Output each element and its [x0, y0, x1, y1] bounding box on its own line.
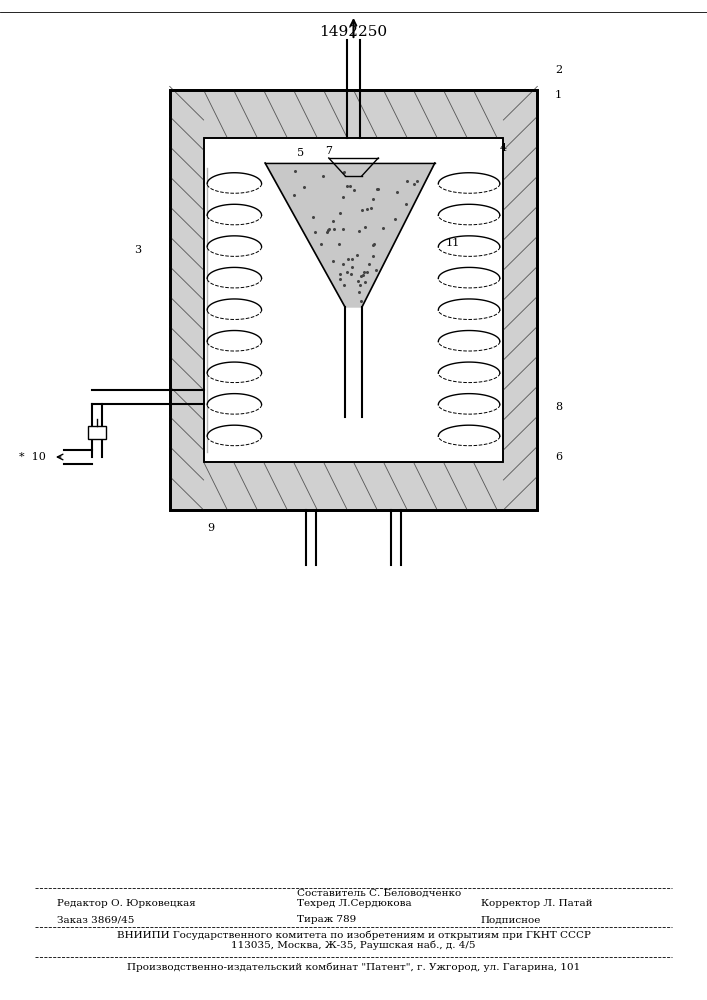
Text: *  10: * 10: [19, 452, 46, 462]
Bar: [170, 90, 537, 510]
Text: Подписное: Подписное: [481, 916, 541, 924]
Text: Составитель С. Беловодченко: Составитель С. Беловодченко: [297, 888, 461, 898]
Text: 1: 1: [555, 90, 562, 100]
Text: Техред Л.Сердюкова: Техред Л.Сердюкова: [297, 900, 411, 908]
Bar: [170, 90, 537, 510]
Bar: [204, 138, 503, 462]
Text: 11: 11: [445, 238, 460, 248]
Text: Тираж 789: Тираж 789: [297, 916, 356, 924]
Text: Заказ 3869/45: Заказ 3869/45: [57, 916, 134, 924]
Bar: [88, 426, 106, 438]
Text: 6: 6: [555, 452, 562, 462]
Text: 8: 8: [555, 402, 562, 412]
Text: Редактор О. Юрковецкая: Редактор О. Юрковецкая: [57, 900, 195, 908]
Text: 9: 9: [207, 523, 214, 533]
Text: 4: 4: [500, 143, 507, 153]
Text: 2: 2: [555, 65, 562, 75]
Text: 113035, Москва, Ж-35, Раушская наб., д. 4/5: 113035, Москва, Ж-35, Раушская наб., д. …: [231, 940, 476, 950]
Bar: [204, 138, 503, 462]
Polygon shape: [265, 163, 435, 307]
Text: 5: 5: [297, 148, 304, 158]
Text: 1492250: 1492250: [320, 25, 387, 39]
Text: ВНИИПИ Государственного комитета по изобретениям и открытиям при ГКНТ СССР: ВНИИПИ Государственного комитета по изоб…: [117, 930, 590, 940]
Text: 7: 7: [325, 146, 332, 156]
Text: Производственно-издательский комбинат "Патент", г. Ужгород, ул. Гагарина, 101: Производственно-издательский комбинат "П…: [127, 962, 580, 972]
Text: 3: 3: [134, 245, 141, 255]
Text: Корректор Л. Патай: Корректор Л. Патай: [481, 900, 592, 908]
